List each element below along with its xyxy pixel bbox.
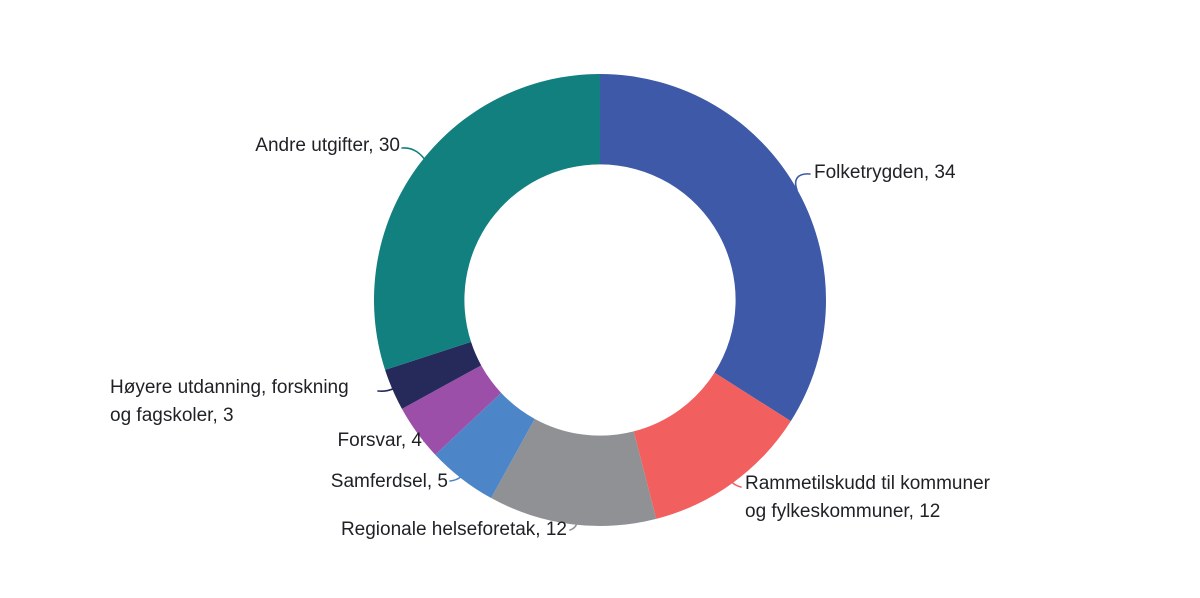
donut-slice-1 (633, 372, 791, 519)
slice-label-hoyere-utdanning: Høyere utdanning, forskning og fagskoler… (110, 374, 349, 430)
slice-label-andre-utgifter: Andre utgifter, 30 (255, 132, 400, 160)
donut-slices (373, 74, 827, 527)
leader-line-regionale-helseforetak (569, 510, 579, 531)
leader-line-andre-utgifter (401, 147, 429, 165)
leader-lines (377, 147, 811, 531)
label-line: Folketrygden, 34 (814, 162, 956, 183)
donut-slice-4 (401, 365, 502, 455)
donut-slice-5 (385, 341, 482, 409)
label-line: Andre utgifter, 30 (255, 135, 400, 156)
leader-line-hoyere-utdanning (377, 382, 402, 392)
label-line: Samferdsel, 5 (330, 471, 448, 492)
leader-line-rammetilskudd (727, 463, 742, 488)
donut-slice-6 (373, 74, 600, 370)
slice-label-forsvar: Forsvar, 4 (338, 427, 422, 455)
slice-label-folketrygden: Folketrygden, 34 (814, 159, 956, 187)
label-line: Rammetilskudd til kommuner (745, 473, 990, 494)
label-line: Regionale helseforetak, 12 (340, 519, 567, 540)
donut-slice-0 (600, 74, 827, 422)
label-line: Høyere utdanning, forskning (110, 377, 349, 398)
label-line: og fylkeskommuner, 12 (745, 501, 941, 522)
donut-slice-2 (491, 418, 657, 527)
slice-label-regionale-helseforetak: Regionale helseforetak, 12 (341, 516, 567, 544)
slice-label-rammetilskudd: Rammetilskudd til kommuner og fylkeskomm… (745, 470, 990, 526)
donut-slice-3 (435, 392, 535, 499)
leader-line-folketrygden (794, 173, 811, 191)
leader-line-samferdsel (449, 465, 468, 482)
slice-label-samferdsel: Samferdsel, 5 (331, 468, 448, 496)
label-line: Forsvar, 4 (337, 430, 422, 451)
leader-line-forsvar (423, 424, 432, 442)
label-line: og fagskoler, 3 (110, 405, 234, 426)
